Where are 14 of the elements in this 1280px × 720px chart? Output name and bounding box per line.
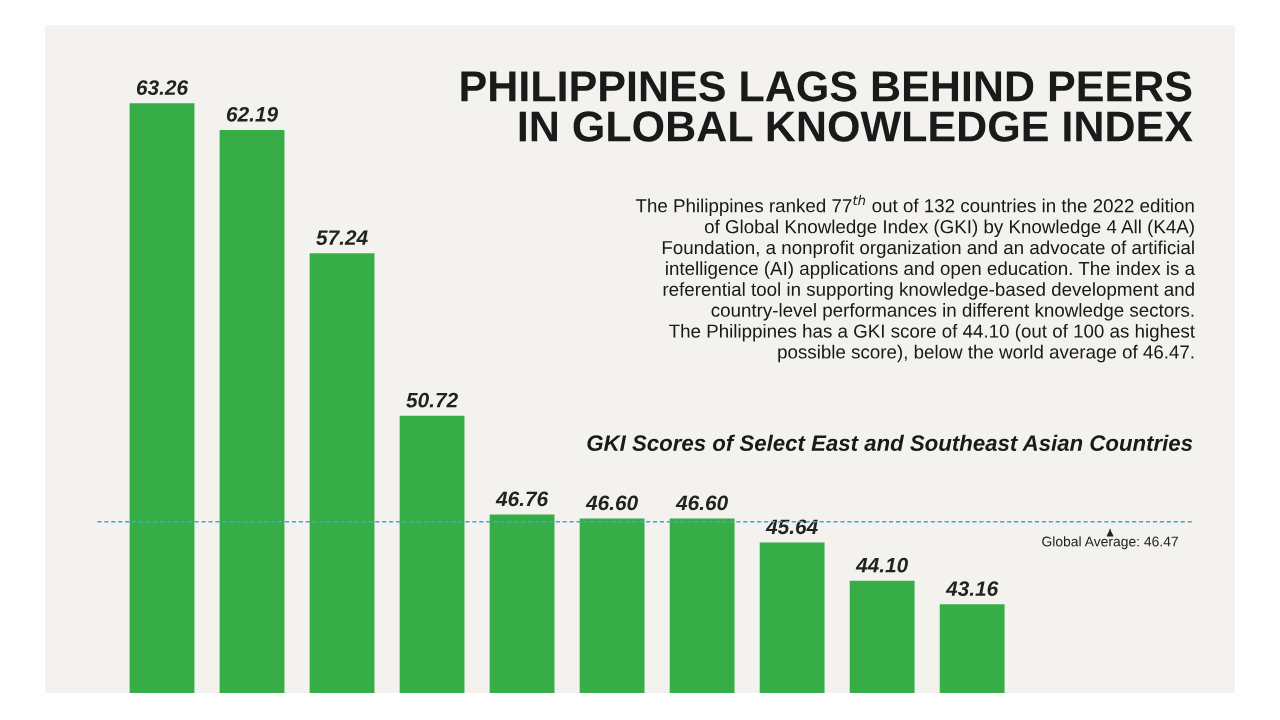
data-label: 44.10	[855, 557, 909, 573]
data-label: 57.24	[316, 230, 368, 246]
text: PHILIPPINES LAGS BEHIND PEERS IN GLOBAL KNOWLEDGE INDEX	[461, 71, 1193, 142]
data-label: 62.19	[226, 106, 279, 122]
ref-line-label: Global Average: 46.47	[1042, 536, 1178, 550]
data-label: 46.76	[495, 491, 549, 507]
text: The Philippines ranked 77$^{th}$ out of 132 countries in the 2022 edition of Global Knowledge Index (GKI) by Knowledge 4 All (K4A) Foundation, a nonprofit organization and an advocate of artificial intelligence (AI) applications and open education. The index is a referential tool in supporting knowledge-based development and country-level performances in different knowledge sectors. The Philippines has a GKI score of 44.10 (out of 100 as highest possible score), below the world average of 46.47.	[635, 195, 1196, 363]
annotation: GKI Scores of Select East and Southeast Asian Countries	[587, 434, 1193, 451]
data-label: 46.60	[585, 495, 638, 511]
data-label: 46.60	[675, 495, 728, 511]
data-label: 43.16	[945, 581, 999, 596]
data-label: 63.26	[136, 80, 189, 95]
data-label: 50.72	[406, 392, 458, 408]
data-label: 45.64	[765, 519, 818, 535]
